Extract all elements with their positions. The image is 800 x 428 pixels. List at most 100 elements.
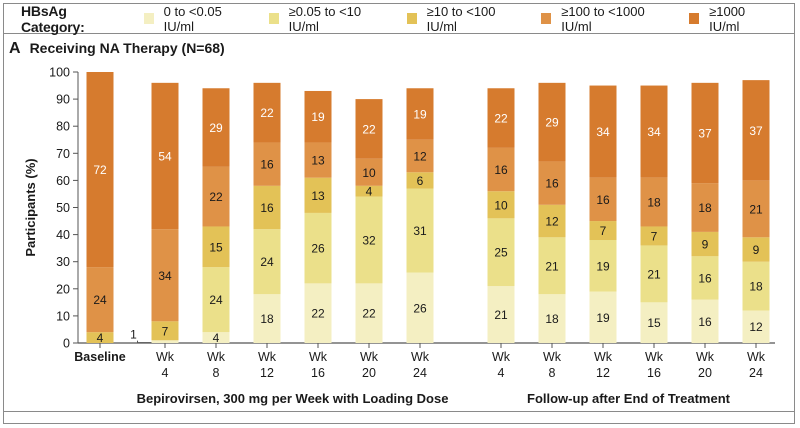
bar-segment — [640, 245, 668, 303]
y-tick-label: 10 — [56, 309, 70, 323]
bar-segment — [691, 82, 719, 184]
bar-segment — [487, 218, 515, 287]
bar-segment-label: 16 — [698, 315, 712, 329]
bar-segment-label: 4 — [366, 185, 373, 199]
bar-segment — [538, 237, 566, 295]
x-tick-label-line2: 12 — [260, 366, 274, 380]
bar-segment-label: 72 — [93, 163, 107, 177]
bar-segment — [538, 204, 566, 238]
x-tick-label-line2: 24 — [749, 366, 763, 380]
bar-segment-label: 12 — [545, 215, 559, 229]
bar-segment — [304, 177, 332, 213]
bar-segment-label: 15 — [647, 316, 661, 330]
bar-segment — [304, 142, 332, 178]
bar-segment — [86, 332, 114, 343]
legend-label-cat2: ≥0.05 to <10 IU/ml — [288, 3, 362, 34]
bar-segment-label: 22 — [362, 307, 376, 321]
bar-segment — [151, 321, 179, 341]
bar-segment — [640, 226, 668, 246]
bar-segment-label: 19 — [596, 311, 610, 325]
bar-segment — [202, 166, 230, 227]
bar-segment-label: 29 — [545, 116, 559, 130]
bar-segment-label: 6 — [417, 174, 424, 188]
y-tick-label: 40 — [56, 228, 70, 242]
bar-segment-label: 13 — [311, 154, 325, 168]
bar-segment-label: 18 — [647, 196, 661, 210]
bar-segment — [86, 72, 114, 268]
panel-title: A Receiving NA Therapy (N=68) — [9, 40, 225, 58]
bar-segment — [86, 267, 114, 333]
bar-segment-label: 21 — [647, 267, 661, 281]
x-tick-label-line2: 4 — [162, 366, 169, 380]
bar-segment — [589, 85, 617, 178]
bar-segment — [202, 88, 230, 167]
x-tick-label-line2: 4 — [498, 366, 505, 380]
y-tick-label: 30 — [56, 255, 70, 269]
x-tick-label: Wk — [747, 350, 766, 364]
legend-title: HBsAg Category: — [21, 2, 85, 35]
legend-swatch-cat4 — [541, 13, 552, 24]
bar-segment-label: 31 — [413, 224, 427, 238]
bar-segment-label: 12 — [749, 320, 763, 334]
legend-swatch-cat5 — [689, 13, 700, 24]
bar-segment — [742, 80, 770, 181]
x-tick-label: Wk — [156, 350, 175, 364]
bar-segment — [355, 185, 383, 197]
bar-segment — [202, 226, 230, 268]
x-tick-label-line2: 20 — [698, 366, 712, 380]
bar-segment-label: 37 — [749, 124, 763, 138]
bar-segment — [640, 302, 668, 343]
y-tick-label: 60 — [56, 174, 70, 188]
x-tick-label-line2: 20 — [362, 366, 376, 380]
bar-segment — [742, 310, 770, 343]
legend-item-cat2: ≥0.05 to <10 IU/ml — [268, 3, 385, 34]
bar-segment — [355, 196, 383, 284]
x-tick-label-line2: 16 — [647, 366, 661, 380]
x-tick-label-line2: 8 — [213, 366, 220, 380]
group-label-treatment: Bepirovirsen, 300 mg per Week with Loadi… — [137, 391, 449, 406]
bar-segment — [487, 88, 515, 148]
legend-label-cat3: ≥10 to <100 IU/ml — [426, 3, 496, 34]
bar-segment-label: 22 — [209, 190, 223, 204]
bottom-divider — [4, 411, 794, 412]
bar-segment — [691, 299, 719, 343]
bar-segment-label: 22 — [494, 112, 508, 126]
bar-segment-label: 16 — [260, 201, 274, 215]
x-tick-label: Wk — [309, 350, 328, 364]
bar-segment-label: 37 — [698, 126, 712, 140]
legend-item-cat1: 0 to <0.05 IU/ml — [143, 4, 247, 34]
x-tick-label-line2: 8 — [549, 366, 556, 380]
bar-segment — [355, 99, 383, 159]
bar-segment-label: 10 — [494, 198, 508, 212]
bar-segment — [406, 172, 434, 189]
group-label-followup: Follow-up after End of Treatment — [527, 391, 731, 406]
bar-segment — [406, 88, 434, 140]
legend-item-cat5: ≥1000 IU/ml — [689, 4, 772, 34]
y-tick-label: 80 — [56, 120, 70, 134]
bar-segment-label: 25 — [494, 246, 508, 260]
bar-segment-label: 16 — [545, 177, 559, 191]
bar-segment — [253, 82, 281, 143]
bar-segment-label: 22 — [260, 106, 274, 120]
bar-segment-label: 4 — [97, 331, 104, 345]
bar-segment-label: 34 — [647, 125, 661, 139]
bar-segment — [742, 261, 770, 311]
y-tick-label: 50 — [56, 201, 70, 215]
bar-segment-label: 16 — [596, 193, 610, 207]
panel-letter: A — [9, 40, 21, 57]
bar-segment — [253, 185, 281, 230]
bar-segment — [691, 231, 719, 257]
bar-segment — [202, 267, 230, 333]
bar-segment — [487, 191, 515, 219]
bar-segment — [589, 177, 617, 222]
bar-segment-label: 18 — [698, 201, 712, 215]
bar-segment — [589, 221, 617, 241]
figure-frame — [3, 3, 795, 424]
bar-segment-label: 24 — [209, 293, 223, 307]
legend-label-cat4: ≥100 to <1000 IU/ml — [561, 3, 645, 34]
bar-segment-label: 16 — [698, 271, 712, 285]
legend-item-cat4: ≥100 to <1000 IU/ml — [541, 4, 667, 34]
annotation-leader-line — [137, 340, 152, 344]
bar-segment — [355, 283, 383, 343]
